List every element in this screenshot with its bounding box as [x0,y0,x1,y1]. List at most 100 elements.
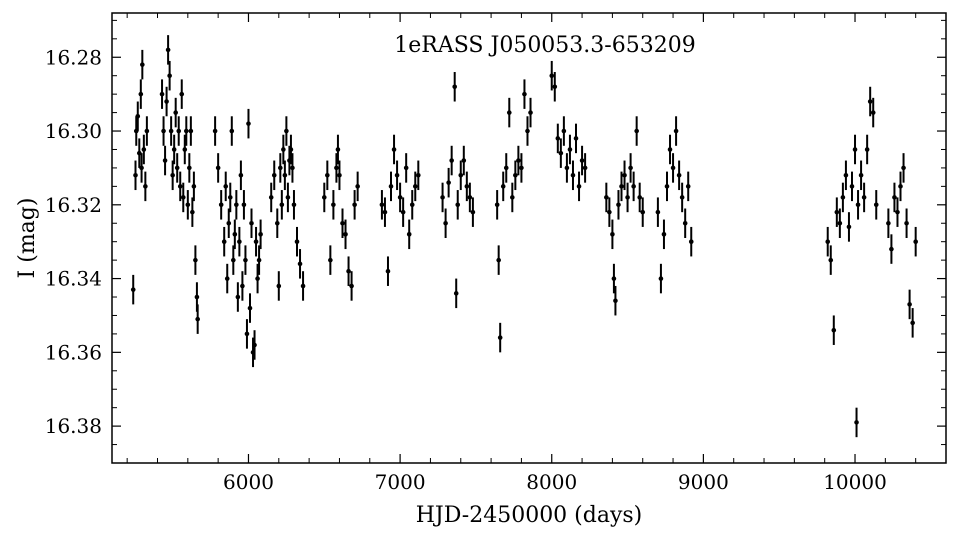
data-marker [334,165,339,171]
data-marker [253,239,259,244]
data-marker [904,220,909,226]
data-point [854,407,859,438]
data-marker [837,220,843,226]
data-point [191,171,197,202]
data-point [558,138,564,168]
data-marker [907,302,912,307]
data-marker [855,202,861,208]
data-marker [901,165,906,171]
data-marker [249,220,254,226]
data-marker [406,232,412,237]
data-point [141,134,147,165]
data-marker [840,195,846,200]
data-point [416,160,421,191]
data-marker [831,327,837,333]
data-point [256,245,262,275]
data-point [221,226,227,257]
data-marker [519,165,524,171]
data-marker [331,202,336,208]
data-marker [834,209,840,215]
data-point [193,245,198,275]
data-marker [177,184,183,189]
data-point [573,123,579,154]
data-point [613,285,618,316]
data-point [453,278,459,309]
data-point [352,190,357,220]
data-point [455,190,461,220]
data-point [229,116,235,146]
data-marker [382,209,388,215]
data-marker [861,195,867,200]
data-point [528,97,533,128]
data-point [522,79,527,109]
data-point [288,134,294,165]
data-point [870,97,876,128]
data-marker [240,283,245,289]
y-tick-label: 16.28 [45,45,102,69]
data-point [664,171,670,202]
data-marker [276,283,282,289]
data-marker [561,128,567,134]
data-marker [352,202,357,208]
data-marker [140,62,145,67]
data-marker [843,172,849,178]
data-point [910,308,915,338]
data-point [403,153,409,183]
data-point [278,153,283,183]
data-point [452,72,457,102]
data-marker [282,172,288,178]
data-point [622,160,627,191]
data-point [385,256,391,286]
data-marker [227,195,233,200]
data-point [255,263,260,294]
data-marker [576,184,582,189]
data-point [182,134,188,165]
data-marker [640,209,646,215]
data-marker [252,342,257,348]
data-marker [412,184,418,189]
data-marker [337,172,342,178]
data-marker [379,202,385,208]
data-marker [494,202,500,208]
data-point [173,97,178,128]
data-point [274,208,280,238]
data-marker [455,202,461,208]
data-marker [335,147,341,152]
x-tick-label: 10000 [823,470,887,494]
chart-title: 1eRASS J050053.3-653209 [394,33,695,58]
data-point [176,116,182,146]
data-marker [446,180,451,185]
data-marker [173,110,178,115]
data-point [500,171,506,202]
data-marker [161,128,166,134]
data-marker [688,239,694,244]
data-marker [870,110,876,115]
data-point [607,197,612,227]
data-marker [325,172,330,178]
data-point [564,153,570,183]
data-marker [171,147,177,152]
data-marker [500,184,506,189]
data-marker [497,335,503,340]
data-marker [212,128,218,134]
data-marker [297,261,303,267]
data-point [685,171,691,202]
data-marker [218,202,224,208]
data-point [143,171,148,202]
data-point [249,208,254,238]
data-marker [655,209,661,215]
data-marker [256,257,262,263]
data-point [244,319,250,349]
data-point [525,116,530,146]
data-marker [159,91,165,97]
data-marker [416,172,421,178]
data-marker [522,91,527,97]
data-marker [229,128,235,134]
data-point [135,101,141,132]
data-point [519,153,524,183]
data-marker [858,172,864,178]
data-marker [397,195,403,200]
data-point [290,153,295,183]
data-point [852,134,858,165]
data-point [168,116,174,146]
